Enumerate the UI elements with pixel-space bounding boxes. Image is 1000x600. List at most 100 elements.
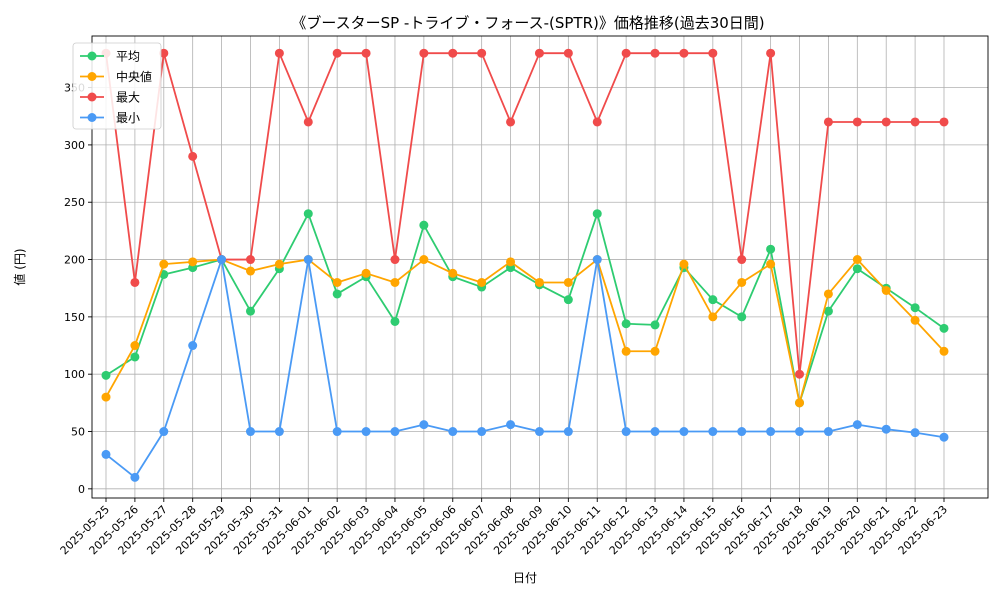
data-point bbox=[419, 255, 429, 265]
data-point bbox=[679, 259, 689, 269]
legend-entry: 最小 bbox=[80, 111, 140, 125]
data-point bbox=[563, 427, 573, 437]
data-point bbox=[245, 266, 255, 276]
legend-swatch-marker bbox=[87, 92, 97, 102]
data-point bbox=[130, 352, 140, 362]
data-point bbox=[621, 319, 631, 329]
data-point bbox=[795, 369, 805, 379]
y-tick-label: 0 bbox=[78, 483, 85, 496]
data-point bbox=[361, 427, 371, 437]
data-point bbox=[795, 398, 805, 408]
data-point bbox=[910, 117, 920, 127]
data-point bbox=[217, 255, 227, 265]
data-point bbox=[245, 427, 255, 437]
data-point bbox=[506, 420, 516, 430]
data-point bbox=[766, 427, 776, 437]
legend-entry: 平均 bbox=[80, 50, 140, 64]
data-point bbox=[737, 277, 747, 287]
data-point bbox=[737, 427, 747, 437]
series-layer bbox=[101, 48, 949, 482]
data-point bbox=[361, 48, 371, 58]
data-point bbox=[592, 209, 602, 219]
data-point bbox=[390, 255, 400, 265]
data-point bbox=[303, 255, 313, 265]
data-point bbox=[621, 346, 631, 356]
data-point bbox=[881, 424, 891, 434]
data-point bbox=[910, 303, 920, 313]
data-point bbox=[708, 48, 718, 58]
data-point bbox=[621, 427, 631, 437]
x-axis-label: 日付 bbox=[513, 571, 537, 585]
data-point bbox=[390, 316, 400, 326]
data-point bbox=[650, 346, 660, 356]
data-point bbox=[910, 315, 920, 325]
data-point bbox=[737, 312, 747, 322]
data-point bbox=[506, 257, 516, 267]
legend-entry: 最大 bbox=[80, 91, 140, 105]
legend-swatch-marker bbox=[87, 51, 97, 61]
data-point bbox=[448, 427, 458, 437]
data-point bbox=[650, 48, 660, 58]
data-point bbox=[563, 295, 573, 305]
data-point bbox=[188, 341, 198, 351]
data-point bbox=[303, 117, 313, 127]
data-point bbox=[592, 255, 602, 265]
series-line bbox=[105, 258, 945, 404]
data-point bbox=[708, 312, 718, 322]
data-point bbox=[852, 264, 862, 274]
data-point bbox=[650, 427, 660, 437]
legend-swatch-marker bbox=[87, 72, 97, 81]
series-最小 bbox=[101, 255, 949, 482]
legend-label: 最大 bbox=[116, 91, 140, 105]
y-tick-label: 250 bbox=[64, 196, 85, 209]
data-point bbox=[188, 151, 198, 161]
data-point bbox=[332, 277, 342, 287]
data-point bbox=[419, 48, 429, 58]
series-line bbox=[105, 52, 944, 376]
data-point bbox=[534, 277, 544, 287]
data-point bbox=[766, 259, 776, 269]
data-point bbox=[881, 286, 891, 296]
data-point bbox=[332, 427, 342, 437]
legend-label: 中央値 bbox=[116, 69, 152, 84]
legend-label: 最小 bbox=[116, 111, 140, 125]
data-point bbox=[130, 341, 140, 351]
data-point bbox=[477, 48, 487, 58]
data-point bbox=[274, 48, 284, 58]
data-point bbox=[130, 277, 140, 287]
data-point bbox=[274, 427, 284, 437]
data-point bbox=[563, 48, 573, 58]
data-point bbox=[823, 306, 833, 316]
data-point bbox=[419, 220, 429, 230]
data-point bbox=[419, 420, 429, 430]
legend-box bbox=[72, 42, 162, 130]
series-最大 bbox=[101, 48, 949, 379]
data-point bbox=[823, 289, 833, 299]
data-point bbox=[448, 268, 458, 278]
data-point bbox=[852, 420, 862, 430]
data-point bbox=[303, 209, 313, 219]
y-axis-ticks: 050100150200250300350 bbox=[64, 82, 92, 496]
data-point bbox=[101, 370, 111, 380]
data-point bbox=[910, 428, 920, 438]
legend-label: 平均 bbox=[116, 50, 140, 64]
data-point bbox=[159, 259, 169, 269]
data-point bbox=[766, 48, 776, 58]
data-point bbox=[795, 427, 805, 437]
y-tick-label: 200 bbox=[64, 254, 85, 267]
data-point bbox=[245, 255, 255, 265]
data-point bbox=[563, 277, 573, 287]
y-tick-label: 100 bbox=[64, 368, 85, 381]
data-point bbox=[823, 117, 833, 127]
data-point bbox=[766, 244, 776, 254]
data-point bbox=[823, 427, 833, 437]
data-point bbox=[679, 48, 689, 58]
y-tick-label: 300 bbox=[64, 139, 85, 152]
data-point bbox=[679, 427, 689, 437]
data-point bbox=[621, 48, 631, 58]
data-point bbox=[852, 117, 862, 127]
data-point bbox=[737, 255, 747, 265]
data-point bbox=[101, 392, 111, 402]
